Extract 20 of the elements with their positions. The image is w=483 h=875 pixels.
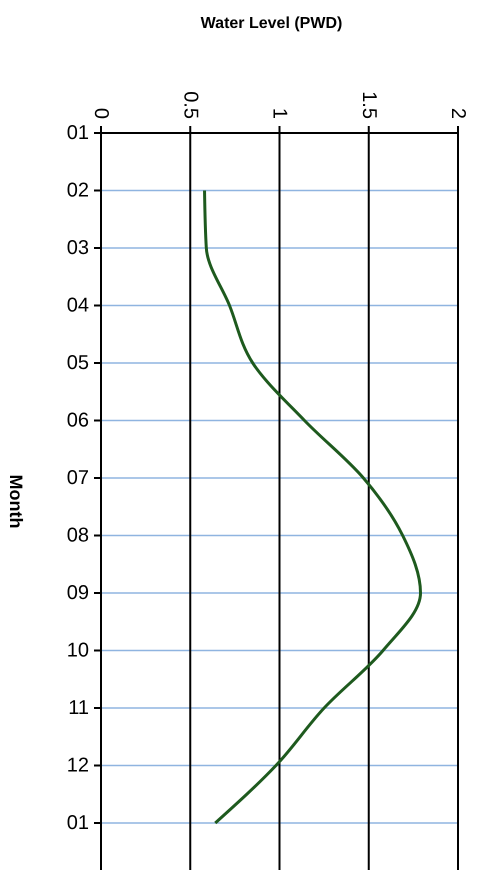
y-tick-label: 03 [66, 237, 89, 259]
x-tick-label: 0.5 [179, 91, 202, 119]
x-tick-label: 1.5 [358, 91, 380, 119]
y-tick-label: 12 [66, 754, 89, 776]
y-axis-title: Month [6, 474, 26, 528]
y-tick-label: 01 [66, 122, 89, 144]
y-tick-label: 10 [66, 640, 89, 662]
y-tick-label: 04 [66, 294, 89, 316]
y-tick-label: 09 [66, 582, 89, 604]
y-tick-label: 06 [66, 410, 89, 432]
x-tick-label: 1 [268, 108, 290, 119]
y-tick-label: 07 [66, 467, 89, 489]
y-tick-label: 01 [66, 812, 89, 834]
y-tick-label: 05 [66, 352, 89, 374]
y-tick-label: 08 [66, 524, 89, 546]
x-axis-title: Water Level (PWD) [200, 15, 342, 32]
x-tick-label: 0 [90, 108, 112, 119]
x-tick-label: 2 [447, 108, 469, 119]
y-tick-label: 11 [68, 697, 89, 719]
y-tick-label: 02 [66, 180, 89, 202]
